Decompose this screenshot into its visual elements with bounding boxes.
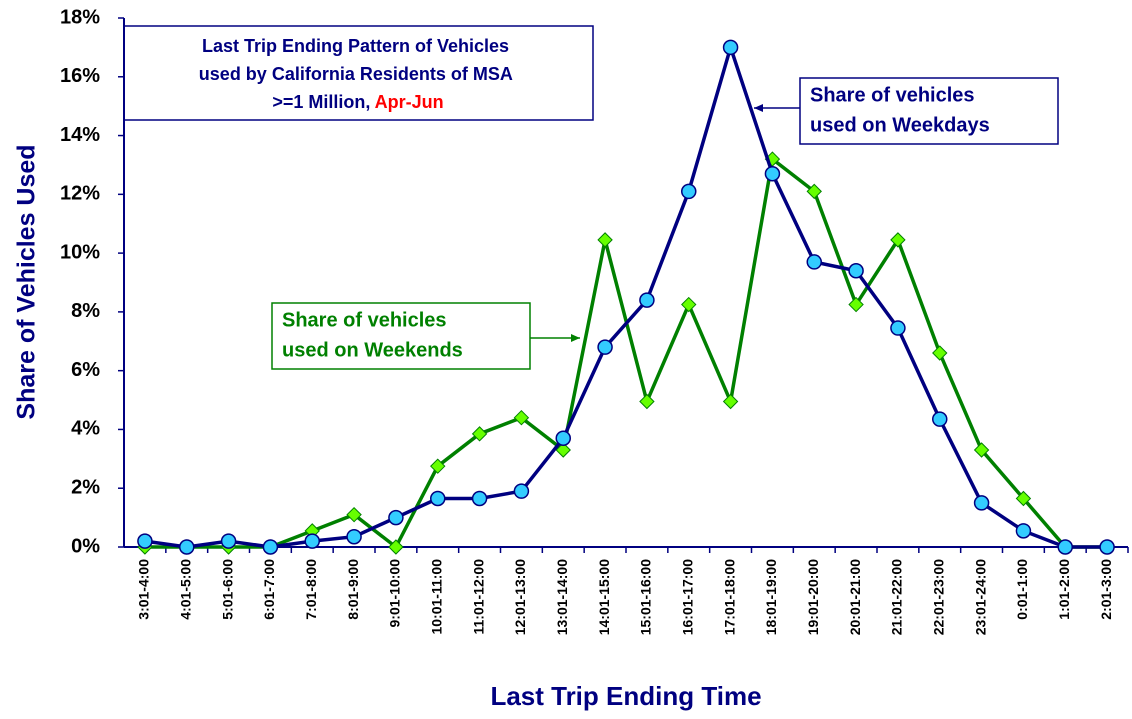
- data-point: [932, 411, 948, 427]
- callout-box: [271, 302, 531, 370]
- y-tick-label: 16%: [60, 65, 100, 87]
- data-point: [848, 262, 864, 279]
- x-tick-label: 18:01-19:00: [763, 559, 779, 635]
- x-tick-label: 17:01-18:00: [721, 559, 737, 635]
- data-point: [639, 393, 655, 410]
- data-point: [430, 458, 446, 474]
- data-point: [890, 232, 906, 248]
- y-tick-label: 0%: [71, 535, 100, 557]
- title-line: >=1 Million,: [272, 92, 374, 112]
- data-point: [597, 232, 613, 248]
- data-point: [304, 533, 320, 549]
- callout-arrowhead: [571, 334, 580, 342]
- x-tick-label: 9:01-10:00: [387, 559, 403, 628]
- callout-text: Share of vehicles: [282, 309, 447, 331]
- data-point: [681, 296, 697, 313]
- x-tick-label: 5:01-6:00: [219, 559, 235, 620]
- y-tick-label: 2%: [71, 477, 100, 499]
- x-tick-label: 8:01-9:00: [345, 559, 361, 620]
- y-tick-label: 8%: [71, 300, 100, 322]
- data-point: [430, 490, 446, 507]
- title-line: >=1 Million, Apr-Jun: [272, 92, 443, 112]
- data-point: [346, 528, 362, 545]
- data-point: [513, 483, 530, 499]
- data-point: [1099, 539, 1115, 555]
- data-point: [555, 430, 571, 447]
- x-tick-label: 2:01-3:00: [1098, 559, 1114, 620]
- data-point: [1015, 523, 1032, 539]
- y-tick-label: 10%: [60, 241, 100, 263]
- x-tick-label: 22:01-23:00: [930, 559, 946, 635]
- data-point: [973, 442, 990, 458]
- x-tick-label: 1:01-2:00: [1056, 559, 1072, 620]
- data-point: [471, 426, 488, 442]
- title-line: used by California Residents of MSA: [199, 64, 513, 84]
- data-point: [890, 320, 906, 336]
- data-point: [513, 409, 530, 426]
- title-highlight: Apr-Jun: [375, 92, 444, 112]
- x-tick-label: 19:01-20:00: [805, 559, 821, 635]
- data-point: [806, 254, 822, 270]
- x-tick-label: 3:01-4:00: [136, 559, 152, 620]
- callout-text: used on Weekends: [282, 339, 463, 361]
- data-point: [471, 490, 488, 507]
- y-axis-label: Share of Vehicles Used: [13, 144, 41, 419]
- x-tick-label: 4:01-5:00: [177, 559, 193, 620]
- title-box: [123, 25, 594, 121]
- y-tick-label: 12%: [60, 183, 100, 205]
- x-tick-label: 14:01-15:00: [596, 559, 612, 635]
- data-point: [388, 539, 404, 555]
- x-tick-label: 7:01-8:00: [303, 559, 319, 620]
- y-tick-label: 18%: [60, 6, 100, 28]
- data-point: [137, 533, 153, 549]
- data-point: [722, 393, 739, 410]
- data-point: [220, 533, 237, 549]
- x-tick-label: 21:01-22:00: [889, 559, 905, 635]
- data-point: [722, 39, 739, 56]
- title-line: Last Trip Ending Pattern of Vehicles: [202, 36, 509, 56]
- x-tick-label: 11:01-12:00: [470, 559, 486, 635]
- callout-arrowhead: [754, 104, 763, 112]
- data-point: [806, 183, 822, 200]
- x-tick-label: 6:01-7:00: [261, 559, 277, 620]
- data-point: [681, 183, 697, 200]
- data-point: [848, 296, 864, 313]
- x-tick-label: 16:01-17:00: [679, 559, 695, 635]
- y-tick-label: 14%: [60, 124, 100, 146]
- data-point: [262, 539, 279, 555]
- x-tick-label: 0:01-1:00: [1014, 559, 1030, 620]
- data-point: [764, 166, 781, 182]
- data-point: [597, 339, 613, 355]
- x-tick-label: 10:01-11:00: [428, 559, 444, 635]
- data-point: [179, 539, 195, 555]
- callout-text: Share of vehicles: [810, 84, 975, 106]
- callout-text: used on Weekdays: [810, 114, 990, 136]
- data-point: [932, 345, 948, 361]
- x-tick-label: 20:01-21:00: [847, 559, 863, 635]
- x-tick-label: 12:01-13:00: [512, 559, 528, 635]
- data-point: [973, 495, 990, 511]
- data-point: [1015, 490, 1032, 507]
- data-point: [639, 292, 655, 308]
- x-tick-label: 15:01-16:00: [638, 559, 654, 635]
- x-tick-label: 23:01-24:00: [972, 559, 988, 635]
- data-point: [555, 442, 571, 458]
- x-tick-label: 13:01-14:00: [554, 559, 570, 635]
- y-tick-label: 4%: [71, 418, 100, 440]
- chart-title: Last Trip Ending Pattern of Vehicles use…: [199, 36, 517, 112]
- series-line: [144, 155, 1108, 550]
- y-tick-label: 6%: [71, 359, 100, 381]
- data-point: [388, 509, 404, 526]
- data-point: [346, 506, 362, 523]
- data-point: [1057, 539, 1073, 555]
- callout-box: [799, 77, 1059, 145]
- x-axis-label: Last Trip Ending Time: [490, 681, 761, 711]
